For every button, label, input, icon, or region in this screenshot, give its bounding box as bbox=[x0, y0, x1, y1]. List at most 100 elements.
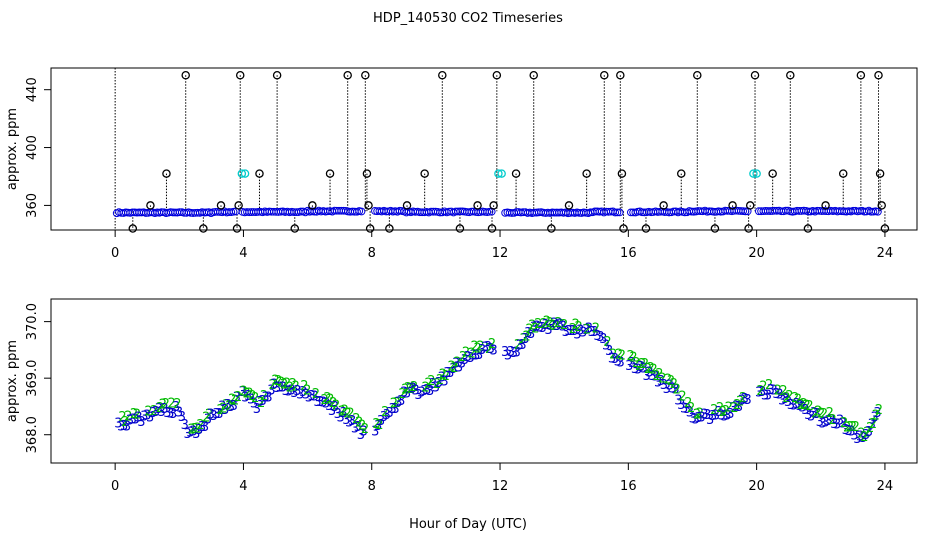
series-3-point: 3 bbox=[360, 425, 368, 440]
calibration-point bbox=[234, 201, 243, 210]
series-2-point: 2 bbox=[326, 392, 334, 407]
calibration-point bbox=[487, 224, 497, 233]
series-3-point: 3 bbox=[397, 394, 405, 409]
series-2-point: 2 bbox=[289, 377, 297, 392]
series-2-point: 2 bbox=[280, 377, 288, 392]
series-2-point: 2 bbox=[433, 377, 441, 392]
calibration-point bbox=[547, 224, 556, 233]
series-2-point: 2 bbox=[592, 322, 600, 337]
series-2-point: 2 bbox=[534, 317, 542, 332]
calibration-point bbox=[856, 70, 866, 80]
series-3-point: 3 bbox=[524, 326, 532, 341]
baseline-point bbox=[485, 207, 494, 216]
series-2-point: 2 bbox=[739, 391, 747, 406]
series-2-point: 2 bbox=[664, 372, 672, 387]
series-2-point: 2 bbox=[453, 355, 461, 370]
series-2-point: 2 bbox=[655, 367, 663, 382]
series-2-point: 2 bbox=[719, 405, 727, 420]
series-2-point: 2 bbox=[393, 396, 401, 411]
series-3-point: 3 bbox=[152, 405, 160, 420]
series-3-point: 3 bbox=[850, 428, 858, 443]
calibration-point bbox=[641, 224, 651, 233]
series-2-point: 2 bbox=[805, 399, 813, 414]
series-3-point: 3 bbox=[692, 413, 700, 428]
series-3-point: 3 bbox=[795, 399, 803, 414]
series-3-point: 3 bbox=[697, 411, 705, 426]
series-3-point: 3 bbox=[440, 374, 448, 389]
series-2-point: 2 bbox=[650, 362, 658, 377]
series-3-point: 3 bbox=[741, 392, 749, 407]
series-2-point: 2 bbox=[540, 317, 548, 332]
series-3-point: 3 bbox=[833, 417, 841, 432]
calibration-point bbox=[489, 201, 498, 210]
series-2-point: 2 bbox=[638, 357, 646, 372]
series-2-point: 2 bbox=[875, 403, 883, 418]
x-tick-label: 4 bbox=[239, 479, 247, 494]
series-3-point: 3 bbox=[215, 407, 223, 422]
series-2-point: 2 bbox=[560, 318, 568, 333]
series-3-point: 3 bbox=[703, 408, 711, 423]
series-2-point: 2 bbox=[730, 401, 738, 416]
series-3-point: 3 bbox=[668, 381, 676, 396]
calibration-point bbox=[308, 201, 317, 210]
series-3-point: 3 bbox=[853, 432, 861, 447]
series-2-point: 2 bbox=[736, 395, 744, 410]
series-2-point: 2 bbox=[286, 380, 294, 395]
calibration-point bbox=[677, 169, 686, 178]
calibration-point bbox=[744, 224, 753, 233]
figure-title: HDP_140530 CO2 Timeseries bbox=[373, 11, 563, 26]
series-2-point: 2 bbox=[173, 397, 181, 412]
x-tick-label: 12 bbox=[492, 479, 509, 494]
series-3-point: 3 bbox=[357, 428, 365, 443]
y-tick-label: 368.0 bbox=[25, 416, 40, 453]
series-3-point: 3 bbox=[129, 413, 137, 428]
calibration-point bbox=[343, 70, 352, 80]
series-3-point: 3 bbox=[567, 324, 575, 339]
series-3-point: 3 bbox=[189, 424, 197, 439]
series-2-point: 2 bbox=[569, 322, 577, 337]
series-3-point: 3 bbox=[218, 400, 226, 415]
series-3-point: 3 bbox=[198, 420, 206, 435]
series-3-point: 3 bbox=[487, 342, 495, 357]
series-3-point: 3 bbox=[325, 399, 333, 414]
series-2-point: 2 bbox=[473, 342, 481, 357]
series-3-point: 3 bbox=[305, 390, 313, 405]
calibration-point bbox=[616, 70, 625, 80]
series-2-point: 2 bbox=[626, 349, 634, 364]
series-3-point: 3 bbox=[625, 359, 633, 374]
panel-bottom-frame bbox=[50, 298, 918, 464]
series-3-point: 3 bbox=[816, 415, 824, 430]
calibration-point bbox=[473, 201, 482, 210]
series-3-point: 3 bbox=[513, 346, 521, 361]
series-3-point: 3 bbox=[149, 406, 157, 421]
series-3-point: 3 bbox=[426, 384, 434, 399]
series-3-point: 3 bbox=[336, 410, 344, 425]
series-3-point: 3 bbox=[845, 424, 853, 439]
panel-top-co2-raw: approx. ppm 0 4 8 12 16 20 24 360 400 440 bbox=[5, 67, 918, 261]
series-3-point: 3 bbox=[648, 369, 656, 384]
series-2-point: 2 bbox=[852, 420, 860, 435]
series-3-point: 3 bbox=[481, 341, 489, 356]
calibration-point bbox=[255, 169, 264, 178]
panel-top-frame bbox=[50, 67, 918, 231]
series-3-point: 3 bbox=[533, 319, 541, 334]
series-2-point: 2 bbox=[404, 381, 412, 396]
series-2-point: 2 bbox=[632, 356, 640, 371]
series-2-point: 2 bbox=[118, 410, 126, 425]
series-2-point: 2 bbox=[782, 391, 790, 406]
series-3-point: 3 bbox=[726, 407, 734, 422]
series-2-point: 2 bbox=[635, 359, 643, 374]
series-3-point: 3 bbox=[640, 361, 648, 376]
series-2-point: 2 bbox=[647, 361, 655, 376]
series-2-point: 2 bbox=[716, 401, 724, 416]
calibration-point bbox=[362, 169, 372, 178]
series-3-point: 3 bbox=[591, 325, 599, 340]
series-3-point: 3 bbox=[163, 406, 171, 421]
series-3-point: 3 bbox=[798, 400, 806, 415]
panel-bottom-x-axis: 0 4 8 12 16 20 24 bbox=[111, 462, 893, 494]
calibration-point bbox=[385, 224, 394, 233]
series-3-point: 3 bbox=[536, 321, 544, 336]
baseline-point bbox=[615, 208, 624, 217]
series-3-point: 3 bbox=[261, 390, 269, 405]
series-3-point: 3 bbox=[767, 383, 775, 398]
